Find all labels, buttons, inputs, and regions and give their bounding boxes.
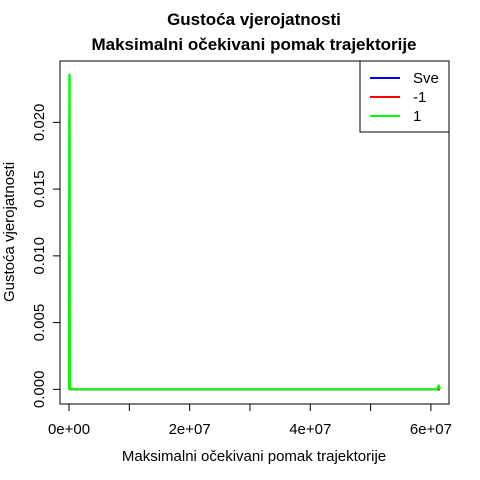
y-tick-label-2: 0.010 [31,237,48,275]
x-tick-label-1: 2e+07 [169,421,211,438]
series-line-2 [68,73,441,391]
y-tick-label-3: 0.015 [31,170,48,208]
chart-subtitle: Maksimalni očekivani pomak trajektorije [91,35,416,54]
x-tick-label-2: 4e+07 [289,421,331,438]
series-layer [68,73,441,391]
x-tick-label-3: 6e+07 [410,421,452,438]
y-tick-label-4: 0.020 [31,104,48,142]
x-axis: 0e+00 2e+07 4e+07 6e+07 [48,403,452,438]
legend-label-1: -1 [413,89,426,106]
series-line-1 [68,300,440,391]
y-axis-title: Gustoća vjerojatnosti [1,162,18,302]
chart-title: Gustoća vjerojatnosti [167,10,341,29]
y-tick-label-1: 0.005 [31,304,48,342]
legend: Sve -1 1 [359,60,450,133]
legend-label-2: 1 [413,108,421,125]
x-axis-title: Maksimalni očekivani pomak trajektorije [122,448,386,465]
y-axis: 0.000 0.005 0.010 0.015 0.020 [31,104,61,409]
legend-label-0: Sve [413,70,439,87]
y-tick-label-0: 0.000 [31,371,48,409]
series-line-0 [68,116,440,391]
x-tick-label-0: 0e+00 [48,421,90,438]
